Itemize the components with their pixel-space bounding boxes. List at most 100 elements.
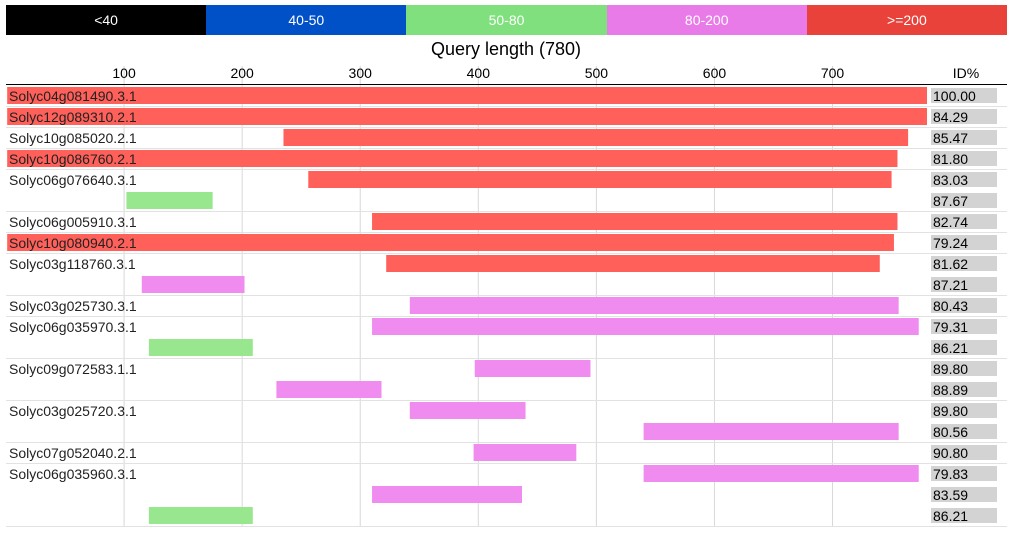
- hsp-bar: [148, 339, 253, 356]
- hit-name: Solyc03g025720.3.1: [9, 403, 137, 419]
- identity-cell: [931, 88, 997, 103]
- identity-value: 79.83: [933, 466, 968, 482]
- hit-name: Solyc06g076640.3.1: [9, 172, 137, 188]
- identity-value: 86.21: [933, 508, 968, 524]
- x-tick-label: 500: [585, 65, 609, 81]
- identity-cell: [931, 508, 997, 523]
- hsp-bar: [474, 360, 591, 377]
- identity-cell: [931, 109, 997, 124]
- hsp-bar: [308, 171, 892, 188]
- hsp-bar: [643, 423, 899, 440]
- identity-cell: [931, 340, 997, 355]
- identity-value: 83.03: [933, 172, 968, 188]
- hit-row: 81.80 Solyc10g086760.2.1: [7, 150, 997, 167]
- hit-name: Solyc06g035960.3.1: [9, 466, 137, 482]
- identity-value: 88.89: [933, 382, 968, 398]
- identity-cell: [931, 487, 997, 502]
- legend-80-200: 80-200: [606, 5, 807, 35]
- identity-value: 81.62: [933, 256, 968, 272]
- hsp-bar: [126, 192, 213, 209]
- hit-row: 85.47 Solyc10g085020.2.1: [9, 129, 997, 146]
- hsp-bar: [372, 318, 919, 335]
- hit-row: 90.80 Solyc07g052040.2.1: [9, 444, 997, 461]
- identity-cell: [931, 424, 997, 439]
- hit-row: 79.24 Solyc10g080940.2.1: [7, 234, 997, 251]
- hit-name: Solyc12g089310.2.1: [9, 109, 137, 125]
- identity-value: 79.24: [933, 235, 968, 251]
- x-tick-label: 100: [112, 65, 136, 81]
- x-tick-label: 300: [349, 65, 373, 81]
- hit-name: Solyc09g072583.1.1: [9, 361, 137, 377]
- hsp-bar: [409, 402, 526, 419]
- identity-value: 84.29: [933, 109, 968, 125]
- id-column-header: ID%: [953, 65, 979, 81]
- identity-value: 79.31: [933, 319, 968, 335]
- hit-name: Solyc06g035970.3.1: [9, 319, 137, 335]
- identity-cell: [931, 403, 997, 418]
- identity-cell: [931, 130, 997, 145]
- hit-name: Solyc06g005910.3.1: [9, 214, 137, 230]
- identity-cell: [931, 298, 997, 313]
- hit-row: 89.80 80.56 Solyc03g025720.3.1: [9, 402, 997, 440]
- identity-cell: [931, 214, 997, 229]
- hsp-bar: [372, 486, 522, 503]
- identity-value: 82.74: [933, 214, 968, 230]
- x-tick-label: 200: [230, 65, 254, 81]
- identity-value: 87.67: [933, 193, 968, 209]
- identity-cell: [931, 382, 997, 397]
- identity-cell: [931, 256, 997, 271]
- hit-row: 89.80 88.89 Solyc09g072583.1.1: [9, 360, 997, 398]
- identity-value: 80.56: [933, 424, 968, 440]
- legend-40-50: 40-50: [206, 5, 407, 35]
- hsp-bar: [7, 108, 927, 125]
- identity-cell: [931, 445, 997, 460]
- hit-row: 81.62 87.21 Solyc03g118760.3.1: [9, 255, 997, 293]
- hsp-bar: [409, 297, 899, 314]
- hit-name: Solyc10g086760.2.1: [9, 151, 137, 167]
- hsp-bar: [7, 150, 898, 167]
- hsp-bar: [283, 129, 909, 146]
- identity-cell: [931, 172, 997, 187]
- identity-cell: [931, 319, 997, 334]
- color-legend: <40 40-50 50-80 80-200 >=200: [6, 5, 1008, 35]
- identity-cell: [931, 193, 997, 208]
- legend-ge200: >=200: [806, 5, 1008, 35]
- x-tick-label: 400: [467, 65, 491, 81]
- hit-name: Solyc03g025730.3.1: [9, 298, 137, 314]
- chart-title: Query length (780): [431, 39, 581, 59]
- hsp-bar: [386, 255, 880, 272]
- hit-row: 82.74 Solyc06g005910.3.1: [9, 213, 997, 230]
- identity-value: 89.80: [933, 361, 968, 377]
- hit-row: 84.29 Solyc12g089310.2.1: [7, 108, 997, 125]
- hit-row: 79.83 83.59 86.21 Solyc06g035960.3.1: [9, 465, 997, 524]
- hit-name: Solyc04g081490.3.1: [9, 88, 137, 104]
- identity-cell: [931, 361, 997, 376]
- hsp-bar: [643, 465, 919, 482]
- hsp-bar: [276, 381, 382, 398]
- x-tick-labels: 100 200 300 400 500 600 700: [112, 65, 844, 81]
- identity-value: 89.80: [933, 403, 968, 419]
- identity-value: 83.59: [933, 487, 968, 503]
- identity-value: 90.80: [933, 445, 968, 461]
- legend-lt40: <40: [6, 5, 207, 35]
- hsp-bar: [148, 507, 253, 524]
- identity-value: 86.21: [933, 340, 968, 356]
- hit-rows: 100.00 Solyc04g081490.3.1 84.29 Solyc12g089…: [7, 87, 997, 524]
- identity-value: 100.00: [933, 88, 976, 104]
- hit-row: 80.43 Solyc03g025730.3.1: [9, 297, 997, 314]
- hsp-bar: [7, 234, 894, 251]
- identity-value: 85.47: [933, 130, 968, 146]
- identity-value: 80.43: [933, 298, 968, 314]
- hsp-bar: [141, 276, 245, 293]
- hsp-bar: [7, 87, 927, 104]
- identity-cell: [931, 466, 997, 481]
- identity-value: 87.21: [933, 277, 968, 293]
- x-tick-label: 700: [821, 65, 845, 81]
- identity-cell: [931, 235, 997, 250]
- identity-cell: [931, 151, 997, 166]
- hsp-bar: [372, 213, 898, 230]
- x-tick-label: 600: [703, 65, 727, 81]
- row-separators: [6, 106, 1007, 527]
- hit-row: 79.31 86.21 Solyc06g035970.3.1: [9, 318, 997, 356]
